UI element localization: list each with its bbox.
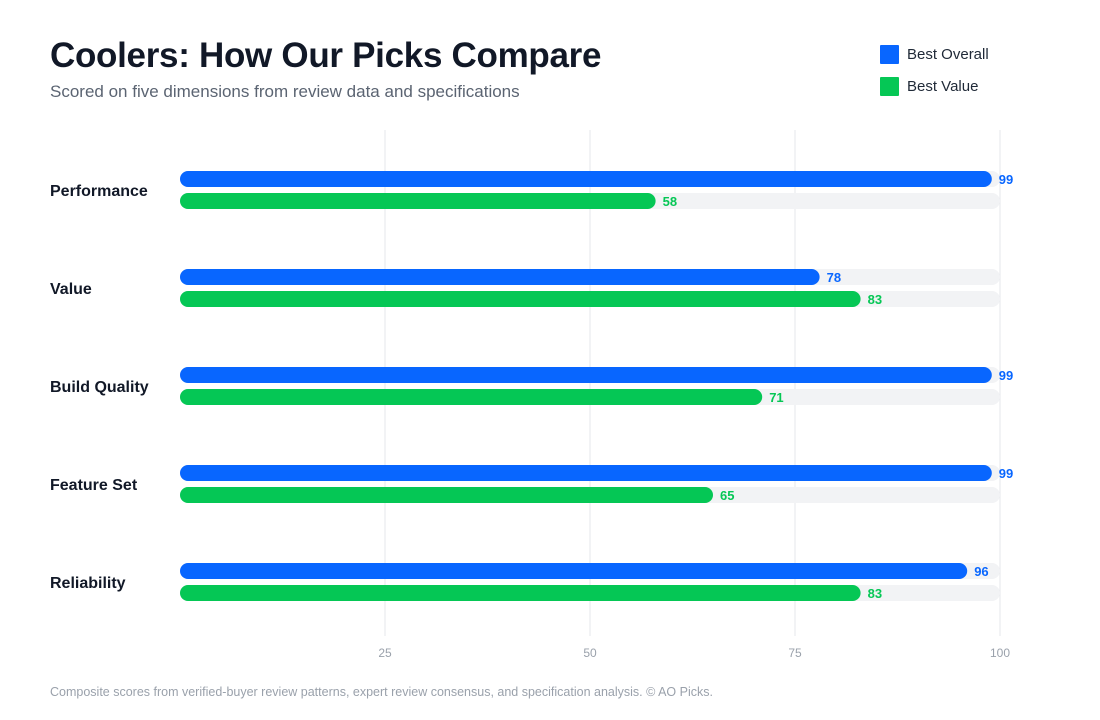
legend-label-best-value: Best Value: [907, 78, 979, 95]
data-label-value-best-overall: 78: [827, 270, 841, 285]
bar-performance-best-overall: [180, 171, 992, 187]
bar-feature-set-best-overall: [180, 465, 992, 481]
data-label-feature-set-best-value: 65: [720, 488, 734, 503]
category-label-build-quality: Build Quality: [50, 379, 149, 396]
data-label-reliability-best-overall: 96: [974, 564, 988, 579]
legend-swatch-best-overall: [880, 45, 899, 64]
data-label-feature-set-best-overall: 99: [999, 466, 1013, 481]
category-label-feature-set: Feature Set: [50, 477, 138, 494]
chart-subtitle: Scored on five dimensions from review da…: [50, 82, 520, 101]
data-label-performance-best-value: 58: [663, 194, 677, 209]
bar-build-quality-best-overall: [180, 367, 992, 383]
data-label-reliability-best-value: 83: [868, 586, 882, 601]
chart-title: Coolers: How Our Picks Compare: [50, 36, 602, 75]
data-label-performance-best-overall: 99: [999, 172, 1013, 187]
x-tick-label-100: 100: [990, 646, 1010, 660]
legend-item-best-overall: Best Overall: [880, 45, 989, 64]
data-label-value-best-value: 83: [868, 292, 882, 307]
bar-build-quality-best-value: [180, 389, 763, 405]
legend-swatch-best-value: [880, 77, 899, 96]
data-label-build-quality-best-overall: 99: [999, 368, 1013, 383]
bar-value-best-overall: [180, 269, 820, 285]
bar-value-best-value: [180, 291, 861, 307]
category-label-performance: Performance: [50, 183, 148, 200]
legend-item-best-value: Best Value: [880, 77, 989, 96]
footnote: Composite scores from verified-buyer rev…: [50, 685, 713, 699]
bar-performance-best-value: [180, 193, 656, 209]
data-label-build-quality-best-value: 71: [769, 390, 783, 405]
bar-reliability-best-overall: [180, 563, 968, 579]
x-tick-label-25: 25: [378, 646, 392, 660]
legend-label-best-overall: Best Overall: [907, 46, 989, 63]
x-tick-label-75: 75: [788, 646, 802, 660]
bar-feature-set-best-value: [180, 487, 713, 503]
category-label-value: Value: [50, 281, 92, 298]
x-tick-label-50: 50: [583, 646, 597, 660]
bar-reliability-best-value: [180, 585, 861, 601]
legend: Best Overall Best Value: [880, 45, 989, 109]
category-label-reliability: Reliability: [50, 575, 126, 592]
